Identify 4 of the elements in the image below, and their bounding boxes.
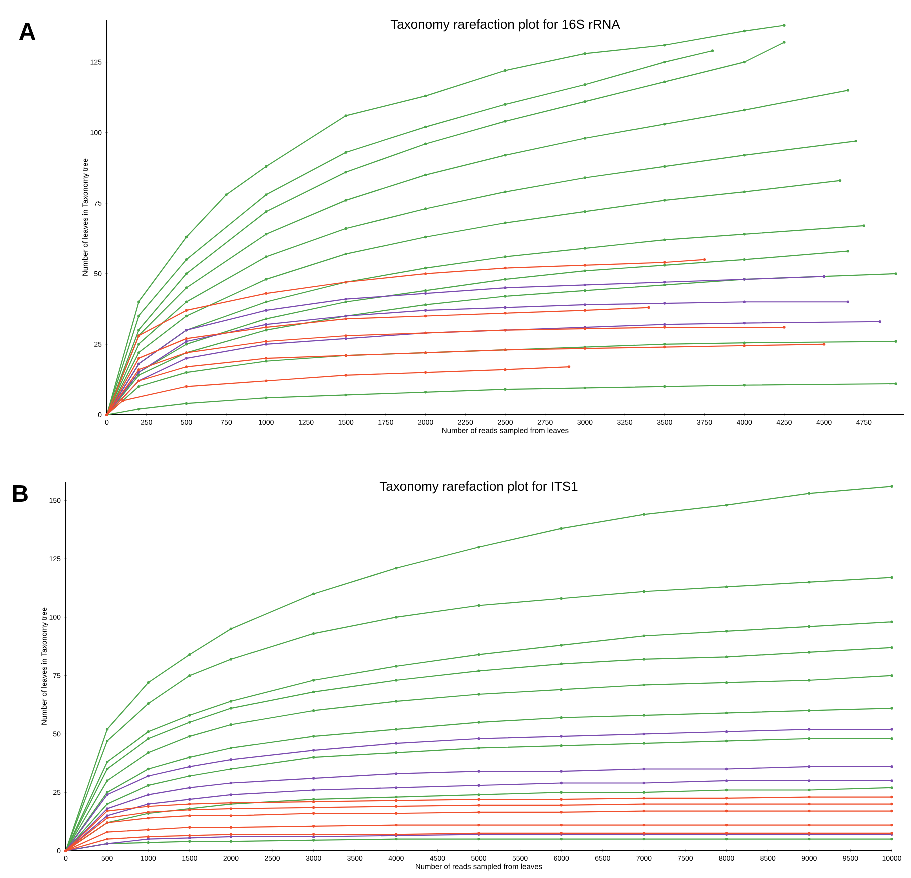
text: A	[19, 24, 36, 40]
text: B	[13, 486, 28, 502]
chart-title: Taxonomy rarefaction plot for ITS1	[380, 482, 578, 494]
chart-title: Taxonomy rarefaction plot for 16S rRNA	[390, 20, 620, 32]
